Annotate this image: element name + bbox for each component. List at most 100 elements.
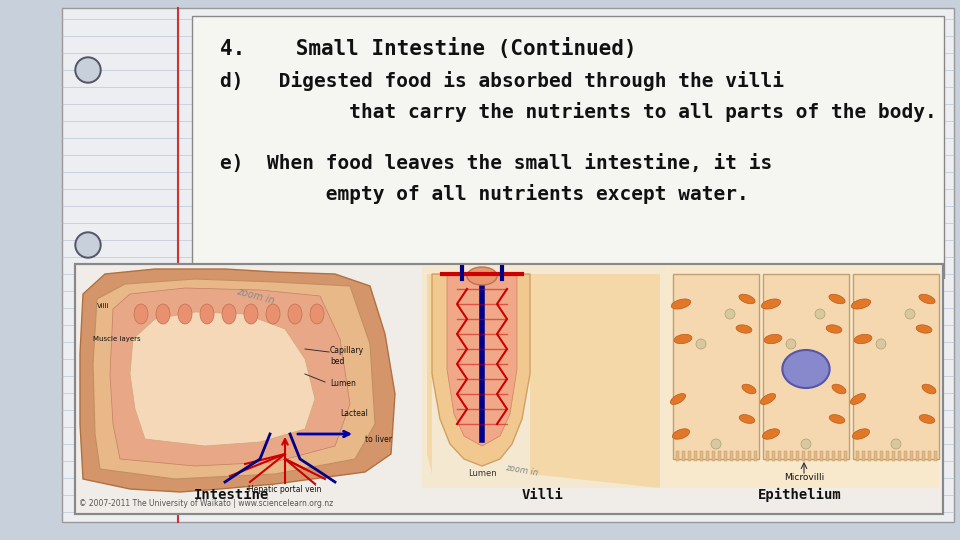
- Ellipse shape: [244, 304, 258, 324]
- Circle shape: [786, 339, 796, 349]
- Ellipse shape: [852, 299, 871, 309]
- Text: zoom in: zoom in: [505, 463, 539, 478]
- Ellipse shape: [222, 304, 236, 324]
- Bar: [682, 451, 685, 461]
- Bar: [838, 451, 841, 461]
- Bar: [784, 451, 787, 461]
- Bar: [75, 264, 943, 514]
- Ellipse shape: [672, 429, 689, 439]
- Circle shape: [77, 234, 99, 256]
- Ellipse shape: [467, 267, 497, 285]
- Text: to liver: to liver: [365, 435, 392, 443]
- Bar: [718, 451, 721, 461]
- Bar: [736, 451, 739, 461]
- Text: Epithelium: Epithelium: [758, 488, 842, 502]
- Text: Lumen: Lumen: [330, 380, 356, 388]
- Bar: [700, 451, 703, 461]
- Ellipse shape: [288, 304, 302, 324]
- Polygon shape: [853, 274, 939, 459]
- Bar: [688, 451, 691, 461]
- Circle shape: [75, 232, 101, 258]
- Bar: [706, 451, 709, 461]
- Bar: [886, 451, 889, 461]
- Ellipse shape: [852, 429, 870, 439]
- Circle shape: [711, 439, 721, 449]
- Bar: [676, 451, 679, 461]
- Text: Muscle layers: Muscle layers: [93, 336, 140, 342]
- Polygon shape: [80, 269, 395, 492]
- Bar: [826, 451, 829, 461]
- Bar: [724, 451, 727, 461]
- Text: Capillary
bed: Capillary bed: [330, 346, 364, 366]
- Bar: [832, 451, 835, 461]
- Ellipse shape: [739, 415, 755, 423]
- Bar: [856, 451, 859, 461]
- Ellipse shape: [764, 334, 781, 343]
- Bar: [916, 451, 919, 461]
- Ellipse shape: [200, 304, 214, 324]
- Bar: [868, 451, 871, 461]
- Bar: [904, 451, 907, 461]
- Polygon shape: [110, 288, 350, 466]
- Text: zoom in: zoom in: [235, 286, 275, 306]
- Bar: [192, 16, 944, 278]
- Text: Lacteal: Lacteal: [340, 409, 368, 418]
- Bar: [778, 451, 781, 461]
- Bar: [796, 451, 799, 461]
- Circle shape: [876, 339, 886, 349]
- Bar: [862, 451, 865, 461]
- Ellipse shape: [782, 350, 829, 388]
- Text: Hepatic portal vein: Hepatic portal vein: [249, 485, 322, 494]
- Ellipse shape: [736, 325, 752, 333]
- Polygon shape: [93, 279, 375, 479]
- Ellipse shape: [739, 294, 756, 304]
- Circle shape: [891, 439, 901, 449]
- Bar: [748, 451, 751, 461]
- Circle shape: [696, 339, 706, 349]
- Bar: [820, 451, 823, 461]
- Ellipse shape: [670, 394, 685, 404]
- Text: Villi: Villi: [522, 488, 564, 502]
- Ellipse shape: [760, 394, 776, 404]
- Bar: [922, 451, 925, 461]
- Bar: [754, 451, 757, 461]
- Ellipse shape: [919, 294, 935, 304]
- Bar: [934, 451, 937, 461]
- Ellipse shape: [742, 384, 756, 394]
- Text: Microvilli: Microvilli: [784, 473, 824, 482]
- Bar: [772, 451, 775, 461]
- Bar: [766, 451, 769, 461]
- Circle shape: [815, 309, 825, 319]
- Ellipse shape: [671, 299, 691, 309]
- Text: empty of all nutrients except water.: empty of all nutrients except water.: [220, 184, 749, 204]
- Ellipse shape: [762, 429, 780, 439]
- Ellipse shape: [829, 415, 845, 423]
- Text: e)  When food leaves the small intestine, it is: e) When food leaves the small intestine,…: [220, 154, 772, 173]
- Polygon shape: [427, 274, 432, 474]
- Ellipse shape: [761, 299, 780, 309]
- Bar: [422, 264, 665, 488]
- Polygon shape: [447, 274, 517, 446]
- Bar: [844, 451, 847, 461]
- Bar: [910, 451, 913, 461]
- Bar: [892, 451, 895, 461]
- Ellipse shape: [920, 415, 935, 423]
- Circle shape: [725, 309, 735, 319]
- Bar: [730, 451, 733, 461]
- Circle shape: [75, 422, 101, 448]
- Text: that carry the nutrients to all parts of the body.: that carry the nutrients to all parts of…: [220, 102, 937, 122]
- Bar: [808, 451, 811, 461]
- Bar: [814, 451, 817, 461]
- Text: © 2007-2011 The University of Waikato | www.sciencelearn.org.nz: © 2007-2011 The University of Waikato | …: [79, 499, 333, 508]
- Circle shape: [77, 424, 99, 446]
- Ellipse shape: [178, 304, 192, 324]
- Ellipse shape: [916, 325, 932, 333]
- Circle shape: [77, 59, 99, 81]
- Text: d)   Digested food is absorbed through the villi: d) Digested food is absorbed through the…: [220, 71, 784, 91]
- Bar: [712, 451, 715, 461]
- Bar: [742, 451, 745, 461]
- Polygon shape: [763, 274, 849, 459]
- Ellipse shape: [828, 294, 845, 304]
- Polygon shape: [673, 274, 759, 459]
- Bar: [694, 451, 697, 461]
